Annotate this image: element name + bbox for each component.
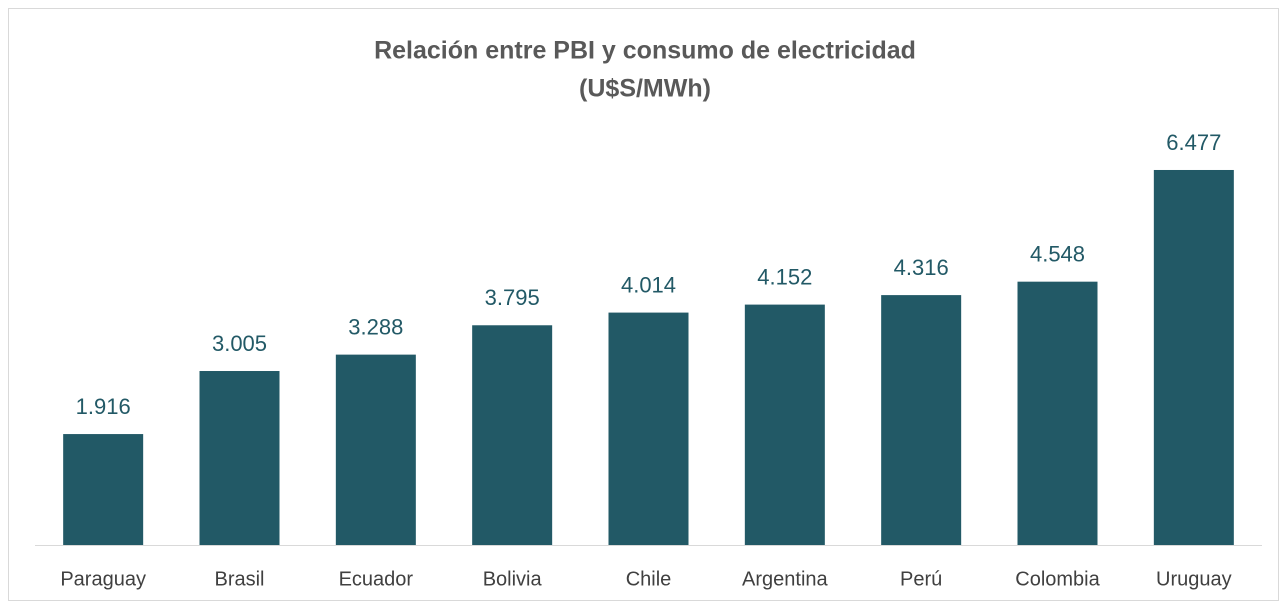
bar xyxy=(335,354,416,545)
x-tick-label: Perú xyxy=(900,568,942,590)
chart-title: Relación entre PBI y consumo de electric… xyxy=(374,37,916,65)
x-tick-label: Ecuador xyxy=(339,568,414,590)
data-label: 6.477 xyxy=(1166,130,1221,155)
data-label: 3.005 xyxy=(212,331,267,356)
x-tick-label: Uruguay xyxy=(1156,568,1232,590)
data-label: 4.014 xyxy=(621,272,676,297)
data-label: 4.548 xyxy=(1030,241,1085,266)
x-tick-label: Argentina xyxy=(742,568,828,590)
data-label: 4.152 xyxy=(757,264,812,289)
x-tick-label: Bolivia xyxy=(483,568,543,590)
bar xyxy=(1153,169,1234,546)
bar xyxy=(881,295,962,545)
x-tick-label: Brasil xyxy=(214,568,264,590)
x-tick-label: Colombia xyxy=(1015,568,1100,590)
bar xyxy=(199,371,280,545)
x-tick-label: Paraguay xyxy=(60,568,146,590)
data-label: 3.795 xyxy=(485,285,540,310)
bar xyxy=(744,304,825,545)
data-label: 4.316 xyxy=(894,255,949,280)
data-label: 3.288 xyxy=(348,314,403,339)
bar xyxy=(1017,281,1098,545)
bar xyxy=(472,325,553,545)
chart-subtitle: (U$S/MWh) xyxy=(579,75,711,103)
data-label: 1.916 xyxy=(76,394,131,419)
bar xyxy=(63,434,144,545)
x-tick-label: Chile xyxy=(626,568,672,590)
bar xyxy=(608,312,689,545)
